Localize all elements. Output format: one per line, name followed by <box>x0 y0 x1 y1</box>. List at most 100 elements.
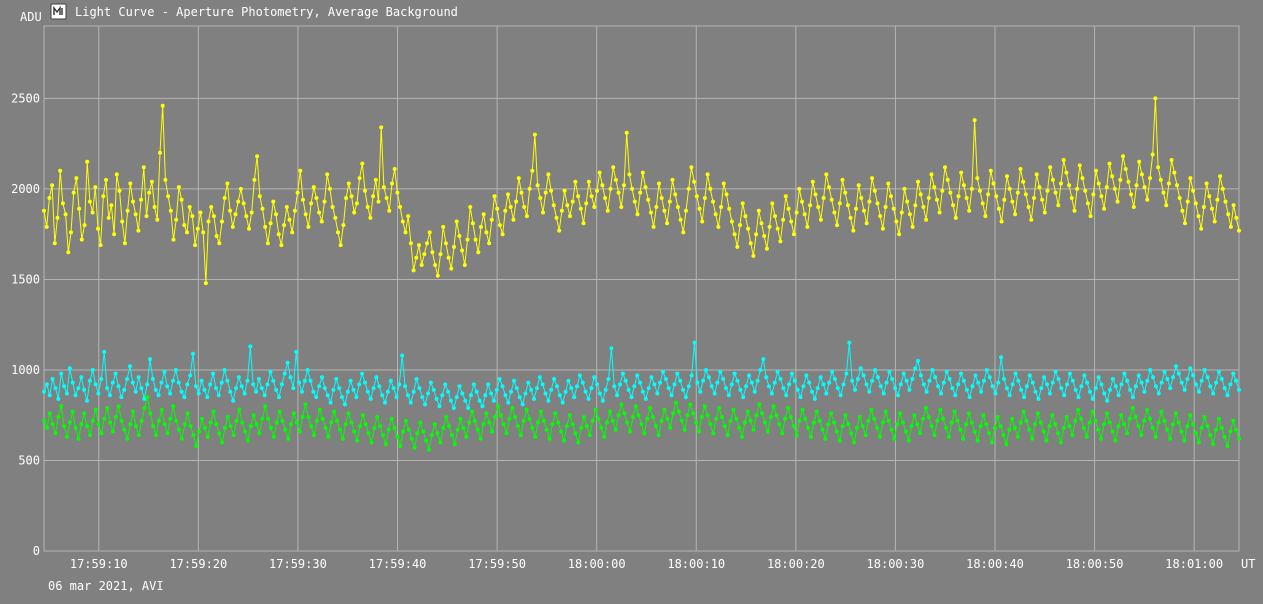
data-point <box>694 420 699 425</box>
data-point <box>217 431 222 436</box>
data-point <box>524 407 529 412</box>
data-point <box>1119 382 1124 387</box>
data-point <box>343 422 348 427</box>
data-point <box>610 418 615 423</box>
data-point <box>891 206 896 211</box>
data-point <box>778 377 783 381</box>
data-point <box>280 418 285 423</box>
data-point <box>678 378 683 383</box>
data-point <box>892 436 897 441</box>
data-point <box>725 433 730 438</box>
data-point <box>596 416 601 421</box>
data-point <box>435 431 440 436</box>
data-point <box>829 411 834 416</box>
data-point <box>1234 215 1239 220</box>
data-point <box>338 243 343 248</box>
data-point <box>1231 203 1236 208</box>
data-point <box>1150 425 1155 430</box>
data-point <box>383 400 387 405</box>
data-point <box>688 402 693 407</box>
data-point <box>752 389 757 394</box>
data-point <box>176 185 181 190</box>
data-point <box>286 436 291 441</box>
data-point <box>155 217 160 222</box>
data-point <box>163 177 168 182</box>
data-point <box>422 252 427 257</box>
data-point <box>706 375 711 380</box>
data-point <box>661 369 665 374</box>
data-point <box>352 429 357 434</box>
data-point <box>205 434 210 439</box>
data-point <box>351 387 356 392</box>
data-point <box>854 206 858 211</box>
data-point <box>967 208 972 213</box>
data-point <box>314 395 319 400</box>
data-point <box>708 186 713 191</box>
data-point <box>857 415 862 419</box>
data-point <box>824 391 829 396</box>
data-point <box>99 431 104 436</box>
light-curve-app-icon[interactable] <box>50 3 67 20</box>
data-point <box>978 424 983 429</box>
data-point <box>263 224 268 229</box>
data-point <box>611 165 616 170</box>
data-point <box>638 190 643 195</box>
data-point <box>1047 391 1052 396</box>
chart-title: Light Curve - Aperture Photometry, Avera… <box>75 5 458 19</box>
data-point <box>381 185 386 190</box>
data-point <box>1058 440 1063 445</box>
data-point <box>1041 429 1046 434</box>
data-point <box>406 214 411 219</box>
data-point <box>234 418 239 423</box>
data-point <box>923 406 928 410</box>
data-point <box>835 223 840 228</box>
data-point <box>446 255 451 260</box>
data-point <box>102 349 107 354</box>
data-point <box>1196 214 1201 219</box>
data-point <box>335 418 339 423</box>
data-point <box>247 226 251 231</box>
data-point <box>972 429 977 434</box>
data-point <box>1004 442 1009 447</box>
data-point <box>1064 170 1069 175</box>
data-point <box>994 194 999 199</box>
data-point <box>109 203 114 208</box>
data-point <box>125 377 130 381</box>
data-point <box>941 416 946 421</box>
data-point <box>872 416 877 421</box>
data-point <box>271 199 276 204</box>
data-point <box>1029 217 1034 222</box>
data-point <box>73 393 78 398</box>
data-point <box>1121 154 1125 159</box>
data-point <box>77 206 82 211</box>
data-point <box>434 396 439 401</box>
data-point <box>139 386 144 391</box>
data-point <box>1169 158 1174 162</box>
data-point <box>391 386 396 391</box>
data-point <box>211 214 216 219</box>
data-point <box>605 420 609 425</box>
data-point <box>564 424 569 429</box>
series-line <box>43 98 1240 284</box>
data-point <box>568 214 572 219</box>
data-point <box>274 387 279 392</box>
data-point <box>1122 422 1127 427</box>
data-point <box>144 214 149 219</box>
data-point <box>357 176 362 181</box>
data-point <box>895 422 900 427</box>
data-point <box>824 172 829 177</box>
data-point <box>162 369 167 374</box>
data-point <box>903 429 908 434</box>
data-point <box>904 378 909 383</box>
data-point <box>179 197 184 202</box>
data-point <box>889 194 893 199</box>
data-point <box>328 400 333 405</box>
data-point <box>592 205 597 209</box>
data-point <box>1171 375 1176 380</box>
data-point <box>1094 168 1098 173</box>
data-point <box>139 418 144 423</box>
data-point <box>551 203 556 208</box>
data-point <box>279 243 284 248</box>
data-point <box>225 378 230 383</box>
data-point <box>651 415 655 419</box>
